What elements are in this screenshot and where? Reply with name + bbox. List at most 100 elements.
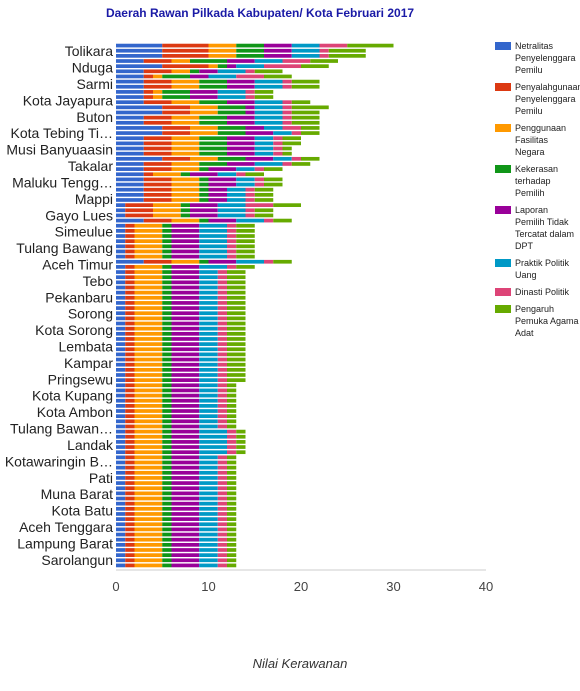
bar-segment: [208, 48, 237, 53]
bar-segment: [190, 156, 218, 161]
legend-swatch: [495, 124, 511, 132]
bar-segment: [227, 275, 246, 280]
bar-segment: [171, 337, 200, 341]
bar-segment: [254, 198, 274, 202]
bar-segment: [162, 388, 172, 393]
bar-segment: [171, 532, 200, 537]
bar-segment: [217, 455, 227, 460]
bar-segment: [125, 223, 135, 228]
bar-segment: [116, 90, 144, 94]
bar-segment: [134, 553, 163, 557]
bar-segment: [291, 43, 320, 48]
x-tick-label: 20: [294, 579, 308, 594]
bar-segment: [134, 501, 163, 506]
bar-segment: [162, 465, 172, 470]
bar-segment: [227, 357, 246, 362]
bar-segment: [143, 172, 153, 177]
bar-segment: [162, 110, 190, 115]
bar-segment: [245, 198, 255, 202]
bar-segment: [199, 84, 227, 89]
bar-segment: [236, 54, 264, 58]
bar-segment: [162, 424, 172, 429]
y-tick-label: Mappi: [75, 191, 113, 207]
bar-segment: [199, 409, 218, 413]
bar-segment: [125, 424, 135, 429]
bar-segment: [217, 342, 227, 346]
bar-segment: [273, 218, 292, 223]
bar-segment: [171, 414, 200, 419]
bar-segment: [162, 74, 190, 79]
bar-segment: [227, 501, 237, 506]
bar-segment: [171, 563, 200, 568]
bar-segment: [116, 486, 126, 491]
bar-segment: [125, 440, 135, 444]
bar-segment: [254, 167, 264, 171]
bar-segment: [199, 496, 218, 501]
bar-segment: [125, 316, 135, 321]
bar-segment: [134, 512, 163, 516]
bar-segment: [116, 223, 126, 228]
bar-segment: [134, 265, 163, 269]
bar-segment: [227, 470, 237, 475]
bar-segment: [171, 192, 200, 197]
bar-segment: [199, 563, 218, 568]
legend-swatch: [495, 206, 511, 214]
bar-segment: [134, 517, 163, 521]
bar-segment: [199, 362, 218, 367]
bar-segment: [116, 563, 126, 568]
bar-segment: [264, 43, 292, 48]
bar-segment: [291, 100, 311, 105]
bar-segment: [328, 48, 366, 53]
bar-segment: [217, 311, 227, 316]
bar-segment: [116, 331, 126, 336]
bar-segment: [217, 357, 227, 362]
bar-segment: [171, 486, 200, 491]
bar-segment: [125, 465, 135, 470]
bar-segment: [236, 249, 255, 254]
bar-segment: [227, 84, 255, 89]
bar-segment: [227, 331, 246, 336]
bar-segment: [134, 285, 163, 290]
bar-segment: [116, 558, 126, 563]
bar-segment: [125, 290, 135, 295]
bar-segment: [282, 84, 292, 89]
bar-segment: [236, 64, 264, 69]
bar-segment: [171, 259, 200, 264]
bar-segment: [282, 79, 292, 84]
bar-segment: [116, 285, 126, 290]
bar-segment: [199, 419, 218, 424]
y-tick-label: Kota Batu: [52, 503, 114, 519]
bar-segment: [162, 501, 172, 506]
bar-segment: [171, 120, 200, 125]
bar-segment: [116, 527, 126, 532]
bar-segment: [171, 290, 200, 295]
bar-segment: [171, 167, 200, 171]
bar-segment: [116, 239, 126, 244]
bar-segment: [125, 553, 135, 557]
bar-segment: [227, 393, 237, 398]
bar-segment: [162, 517, 172, 521]
y-tick-label: Tulang Bawang: [16, 240, 113, 256]
bar-segment: [273, 203, 301, 207]
bar-segment: [217, 496, 227, 501]
bar-segment: [116, 450, 126, 455]
bar-segment: [199, 450, 227, 455]
y-tick-label: Sarolangun: [41, 552, 113, 568]
bar-segment: [236, 172, 246, 177]
bar-segment: [134, 491, 163, 496]
bar-segment: [171, 424, 200, 429]
bar-segment: [227, 151, 255, 156]
bar-segment: [227, 558, 237, 563]
bar-segment: [199, 177, 209, 182]
bar-segment: [125, 460, 135, 465]
bar-segment: [236, 43, 264, 48]
bar-segment: [199, 259, 209, 264]
bar-segment: [264, 64, 301, 69]
bar-segment: [227, 373, 246, 377]
bar-segment: [143, 115, 172, 120]
bar-segment: [217, 331, 227, 336]
y-tick-label: Nduga: [72, 60, 113, 76]
bar-segment: [171, 357, 200, 362]
bar-segment: [116, 517, 126, 521]
legend-item: Penyalahgunaan Penyelenggara Pemilu: [495, 81, 580, 117]
